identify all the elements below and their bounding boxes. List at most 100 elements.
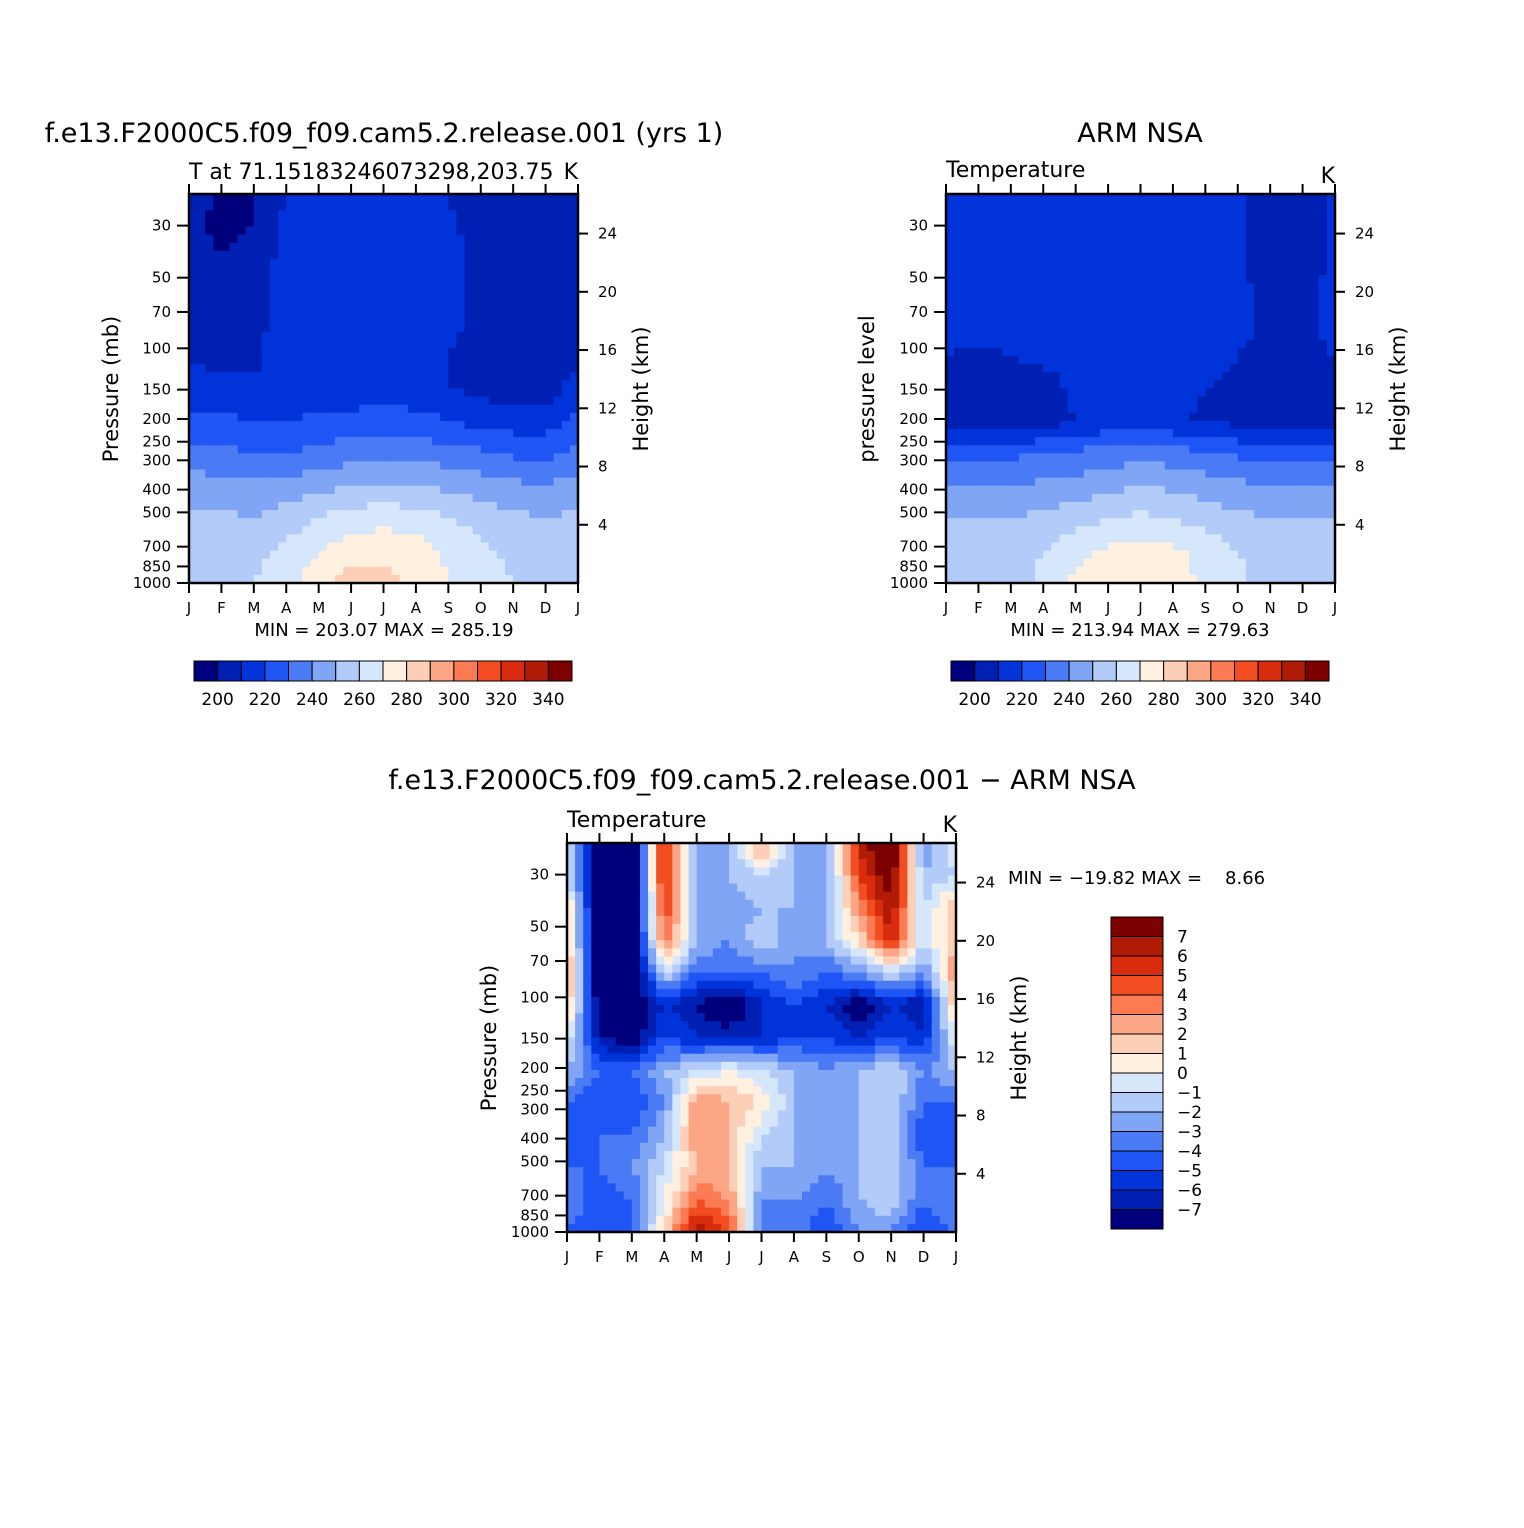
heatmap-cell <box>335 534 344 543</box>
heatmap-cell <box>254 542 263 551</box>
heatmap-cell <box>335 551 344 560</box>
heatmap-cell <box>440 478 449 487</box>
heatmap-cell <box>335 356 344 365</box>
heatmap-cell <box>473 380 482 389</box>
heatmap-cell <box>537 494 546 503</box>
heatmap-cell <box>424 372 433 381</box>
heatmap-cell <box>978 518 987 527</box>
heatmap-cell <box>826 859 835 868</box>
heatmap-cell <box>1051 534 1060 543</box>
heatmap-cell <box>359 421 368 430</box>
heatmap-cell <box>537 259 546 268</box>
heatmap-cell <box>221 559 230 568</box>
heatmap-cell <box>1157 494 1166 503</box>
heatmap-cell <box>448 364 457 373</box>
heatmap-cell <box>1043 194 1052 203</box>
heatmap-cell <box>1116 226 1125 235</box>
heatmap-cell <box>1108 267 1117 276</box>
heatmap-cell <box>1246 267 1255 276</box>
heatmap-cell <box>1003 348 1012 357</box>
heatmap-cell <box>367 461 376 470</box>
heatmap-cell <box>546 542 555 551</box>
heatmap-cell <box>448 413 457 422</box>
heatmap-cell <box>987 332 996 341</box>
heatmap-cell <box>189 316 198 325</box>
heatmap-cell <box>465 364 474 373</box>
heatmap-cell <box>359 307 368 316</box>
heatmap-cell <box>448 534 457 543</box>
heatmap-cell <box>1068 243 1077 252</box>
heatmap-cell <box>1246 218 1255 227</box>
heatmap-cell <box>400 194 409 203</box>
heatmap-cell <box>311 567 320 576</box>
heatmap-cell <box>392 445 401 454</box>
heatmap-cell <box>497 291 506 300</box>
heatmap-cell <box>1100 275 1109 284</box>
heatmap-cell <box>1092 421 1101 430</box>
heatmap-cell <box>689 843 698 852</box>
heatmap-cell <box>1303 502 1312 511</box>
x-tick-label: F <box>217 599 226 617</box>
heatmap-cell <box>1205 259 1214 268</box>
heatmap-cell <box>1116 251 1125 260</box>
heatmap-cell <box>505 534 514 543</box>
heatmap-cell <box>1019 478 1028 487</box>
heatmap-cell <box>505 275 514 284</box>
heatmap-cell <box>1181 380 1190 389</box>
heatmap-cell <box>1003 364 1012 373</box>
heatmap-cell <box>270 534 279 543</box>
heatmap-cell <box>1157 226 1166 235</box>
heatmap-cell <box>1100 397 1109 406</box>
heatmap-cell <box>278 437 287 446</box>
heatmap-cell <box>238 210 247 219</box>
heatmap-cell <box>1165 251 1174 260</box>
heatmap-cell <box>1084 397 1093 406</box>
heatmap-cell <box>883 859 892 868</box>
heatmap-cell <box>546 372 555 381</box>
heatmap-cell <box>302 534 311 543</box>
heatmap-cell <box>1132 526 1141 535</box>
heatmap-cell <box>1262 275 1271 284</box>
heatmap-cell <box>1059 340 1068 349</box>
heatmap-cell <box>1019 307 1028 316</box>
heatmap-cell <box>375 389 384 398</box>
heatmap-cell <box>246 470 255 479</box>
heatmap-cell <box>970 405 979 414</box>
heatmap-cell <box>1027 551 1036 560</box>
heatmap-cell <box>254 510 263 519</box>
heatmap-cell <box>1092 226 1101 235</box>
heatmap-cell <box>481 478 490 487</box>
heatmap-cell <box>1068 364 1077 373</box>
heatmap-cell <box>351 437 360 446</box>
heatmap-cell <box>367 259 376 268</box>
heatmap-cell <box>1132 332 1141 341</box>
heatmap-cell <box>440 445 449 454</box>
heatmap-cell <box>987 372 996 381</box>
heatmap-cell <box>270 405 279 414</box>
heatmap-cell <box>1157 202 1166 211</box>
heatmap-cell <box>1068 397 1077 406</box>
heatmap-cell <box>995 429 1004 438</box>
heatmap-cell <box>1157 437 1166 446</box>
heatmap-cell <box>278 267 287 276</box>
heatmap-cell <box>1286 218 1295 227</box>
heatmap-cell <box>1165 534 1174 543</box>
heatmap-cell <box>1254 542 1263 551</box>
heatmap-cell <box>384 559 393 568</box>
heatmap-cell <box>1027 324 1036 333</box>
heatmap-cell <box>465 202 474 211</box>
heatmap-cell <box>392 510 401 519</box>
heatmap-cell <box>1197 551 1206 560</box>
heatmap-cell <box>537 194 546 203</box>
heatmap-cell <box>197 291 206 300</box>
heatmap-cell <box>294 542 303 551</box>
heatmap-cell <box>246 202 255 211</box>
heatmap-cell <box>238 494 247 503</box>
heatmap-cell <box>497 218 506 227</box>
heatmap-cell <box>1181 551 1190 560</box>
x-tick-label: J <box>575 599 580 617</box>
heatmap-cell <box>189 534 198 543</box>
heatmap-cell <box>546 202 555 211</box>
heatmap-cell <box>254 202 263 211</box>
heatmap-cell <box>529 348 538 357</box>
